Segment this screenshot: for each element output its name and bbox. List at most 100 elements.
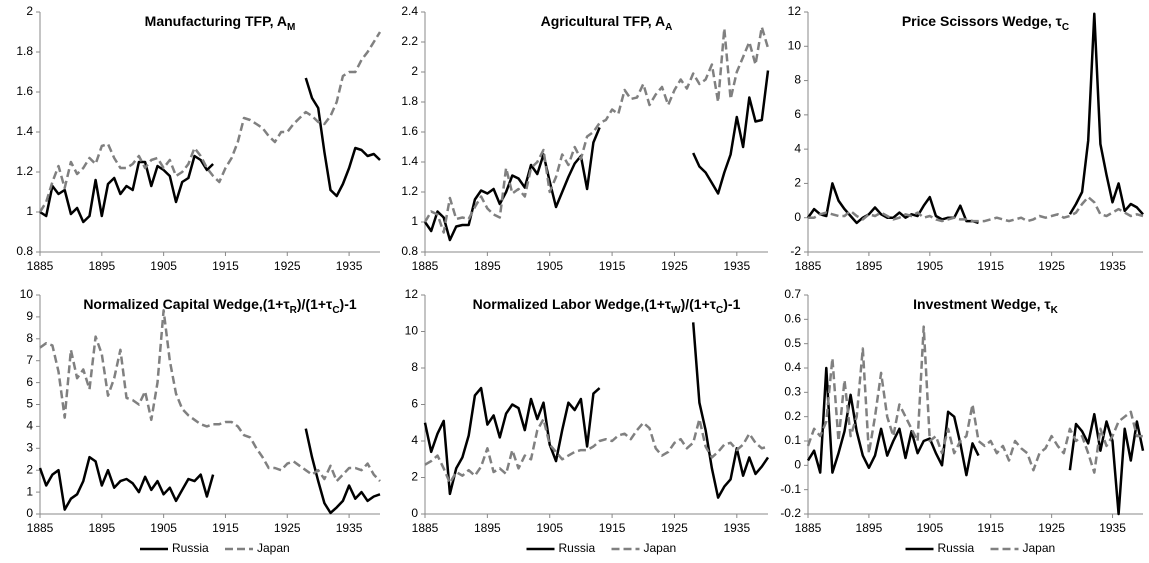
legend-label: Russia [172,541,209,555]
y-tick-label: 1 [26,204,33,218]
y-tick-label: 0 [411,506,418,520]
y-tick-label: 2 [26,462,33,476]
x-tick-label: 1885 [412,521,439,535]
y-tick-label: 4 [794,141,801,155]
chart-title: Price Scissors Wedge, τC [902,13,1069,33]
y-tick-label: 12 [788,4,802,18]
x-tick-label: 1895 [474,521,501,535]
legend-label: Japan [644,541,677,555]
x-tick-label: 1885 [27,259,54,273]
title-part: C [1062,22,1069,33]
y-tick-label: 0 [794,458,801,472]
title-part: )-1 [723,296,740,312]
y-tick-label: 4 [411,433,418,447]
y-tick-label: 8 [26,331,33,345]
y-tick-label: 1.8 [401,94,418,108]
y-tick-label: 1.4 [401,154,418,168]
title-part: )/(1+τ [681,296,717,312]
x-tick-label: 1925 [274,259,301,273]
x-tick-label: 1885 [795,521,822,535]
y-tick-label: 0.6 [784,312,801,326]
y-tick-label: 2.4 [401,4,418,18]
x-tick-label: 1905 [150,259,177,273]
series-line [39,77,381,224]
x-tick-label: 1895 [474,259,501,273]
legend-label: Russia [559,541,596,555]
x-tick-label: 1905 [536,259,563,273]
series-line [39,309,381,483]
x-tick-label: 1895 [88,521,115,535]
x-tick-label: 1915 [212,259,239,273]
y-tick-label: 8 [411,360,418,374]
y-tick-label: 6 [411,397,418,411]
series-line [423,25,770,234]
y-tick-label: 2.2 [401,34,418,48]
x-tick-label: 1925 [274,521,301,535]
x-tick-label: 1895 [856,521,883,535]
x-tick-label: 1915 [599,259,626,273]
x-tick-label: 1915 [599,521,626,535]
series-line [806,325,1143,474]
x-tick-label: 1925 [661,521,688,535]
x-tick-label: 1895 [856,259,883,273]
x-tick-label: 1905 [536,521,563,535]
series-line [808,195,1144,223]
y-tick-label: 0.3 [784,385,801,399]
x-tick-label: 1905 [150,521,177,535]
y-tick-label: -0.2 [780,506,801,520]
y-tick-label: 12 [405,287,419,301]
title-part: R [290,305,298,316]
series-line [806,366,1145,516]
y-tick-label: 6 [794,107,801,121]
chart-title: Manufacturing TFP, AM [145,13,296,33]
x-tick-label: 1915 [977,521,1004,535]
y-tick-label: -0.1 [780,482,801,496]
chart-title: Normalized Capital Wedge,(1+τR)/(1+τC)-1 [83,296,357,316]
legend-label: Russia [938,541,975,555]
series-line [424,417,769,485]
title-part: Manufacturing TFP, A [145,13,287,29]
x-tick-label: 1895 [88,259,115,273]
title-part: W [671,305,681,316]
x-tick-label: 1885 [795,259,822,273]
y-tick-label: 2 [794,176,801,190]
series-line [806,12,1144,225]
legend-label: Japan [257,541,290,555]
x-tick-label: 1905 [916,259,943,273]
y-tick-label: 0.8 [16,244,33,258]
title-part: Normalized Labor Wedge,(1+τ [473,296,672,312]
x-tick-label: 1935 [1099,259,1126,273]
y-tick-label: 1.2 [16,164,33,178]
y-tick-label: 0.5 [784,336,801,350]
y-tick-label: 2 [26,4,33,18]
y-tick-label: 1.6 [401,124,418,138]
y-tick-label: 10 [788,38,802,52]
y-tick-label: 0.1 [784,433,801,447]
x-tick-label: 1935 [723,259,750,273]
title-part: Agricultural TFP, A [541,13,665,29]
series-line [38,31,382,213]
x-tick-label: 1925 [661,259,688,273]
x-tick-label: 1925 [1038,259,1065,273]
y-tick-label: 10 [405,324,419,338]
title-part: Price Scissors Wedge, τ [902,13,1063,29]
chart-title: Investment Wedge, τK [913,296,1058,316]
series-line [423,70,770,242]
series-line [38,428,381,515]
x-tick-label: 1885 [412,259,439,273]
title-part: Investment Wedge, τ [913,296,1051,312]
x-tick-label: 1915 [212,521,239,535]
y-tick-label: 4 [26,419,33,433]
y-tick-label: 10 [20,287,34,301]
title-part: )/(1+τ [297,296,333,312]
title-part: C [716,305,723,316]
y-tick-label: 5 [26,397,33,411]
title-part: A [665,22,672,33]
y-tick-label: 0.4 [784,360,801,374]
y-tick-label: 1 [26,484,33,498]
x-tick-label: 1915 [977,259,1004,273]
title-part: )-1 [340,296,357,312]
y-tick-label: 1.6 [16,84,33,98]
y-tick-label: 0 [794,210,801,224]
chart-title: Agricultural TFP, AA [541,13,673,33]
